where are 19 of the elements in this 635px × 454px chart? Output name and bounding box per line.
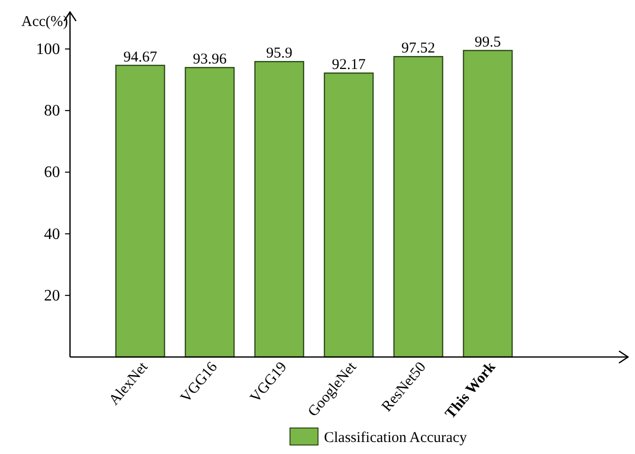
y-tick-label: 20 xyxy=(44,287,60,304)
bar xyxy=(184,66,235,358)
bar xyxy=(115,64,166,358)
bar xyxy=(324,72,374,358)
data-label: 93.96 xyxy=(192,52,228,68)
legend-label: Classification Accuracy xyxy=(324,430,468,446)
y-tick-label: 80 xyxy=(44,102,60,120)
y-tick-label: 100 xyxy=(36,40,60,58)
bar xyxy=(462,50,513,358)
y-tick-label: 40 xyxy=(44,226,60,243)
data-label: 97.52 xyxy=(401,40,436,57)
y-tick-label: 60 xyxy=(44,164,60,182)
bar xyxy=(254,60,304,358)
data-label: 94.67 xyxy=(123,49,158,66)
data-label: 95.9 xyxy=(266,46,292,62)
data-label: 92.17 xyxy=(332,57,366,74)
bar xyxy=(393,56,444,358)
data-label: 99.5 xyxy=(474,34,501,51)
y-axis-title: Acc(%) xyxy=(21,14,68,30)
